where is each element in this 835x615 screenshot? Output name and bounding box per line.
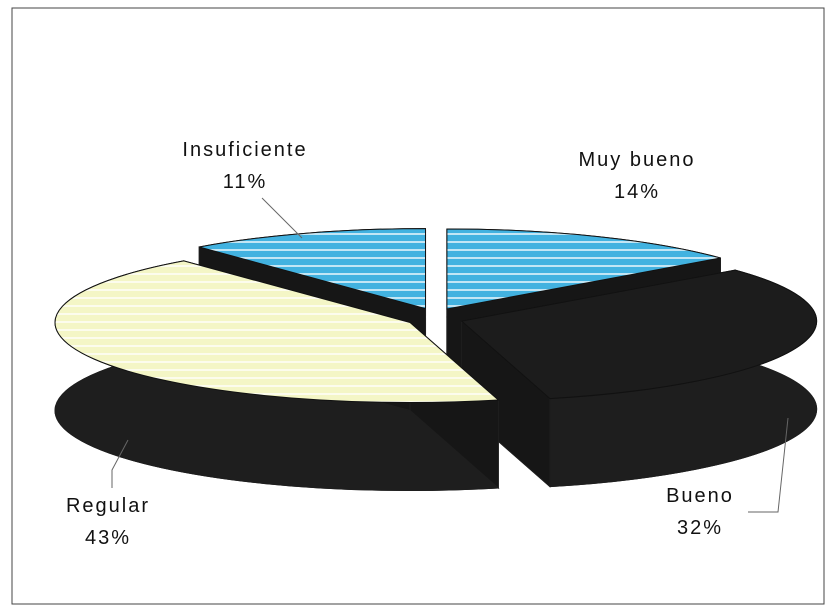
category-label: Insuficiente bbox=[182, 139, 308, 161]
category-label: Bueno bbox=[666, 485, 734, 507]
value-label: 11% bbox=[222, 171, 268, 193]
pie bbox=[54, 228, 818, 492]
slice bbox=[199, 228, 427, 310]
slice-label: Bueno 32% bbox=[630, 480, 770, 544]
leader-line bbox=[748, 417, 789, 513]
slice-label: Insuficiente 11% bbox=[160, 134, 330, 198]
leader-line bbox=[111, 439, 129, 488]
slice bbox=[460, 269, 818, 400]
slice-label: Regular 43% bbox=[38, 490, 178, 554]
slice bbox=[54, 260, 500, 404]
leader-line bbox=[261, 197, 303, 239]
slice-label: Muy bueno 14% bbox=[572, 144, 702, 208]
value-label: 14% bbox=[613, 181, 661, 203]
value-label: 43% bbox=[84, 527, 132, 549]
slice bbox=[446, 228, 721, 310]
category-label: Regular bbox=[65, 495, 151, 517]
category-label: Muy bueno bbox=[578, 149, 696, 171]
value-label: 32% bbox=[676, 517, 724, 539]
